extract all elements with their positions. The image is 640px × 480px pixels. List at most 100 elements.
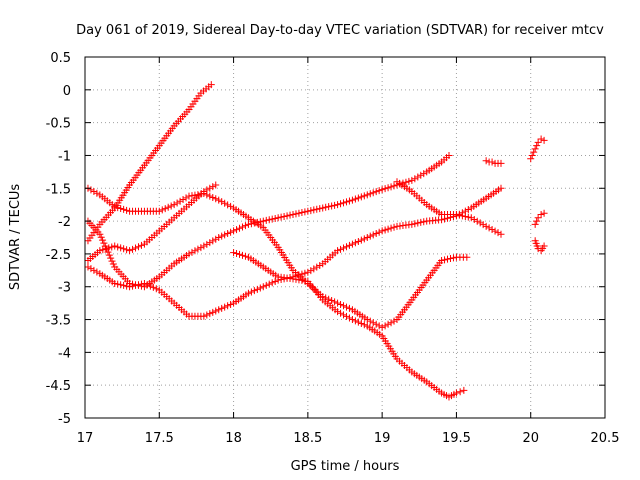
data-point xyxy=(271,214,279,222)
data-point xyxy=(369,231,377,239)
data-point xyxy=(244,289,252,297)
data-point xyxy=(387,224,395,232)
data-point xyxy=(491,227,499,235)
data-point xyxy=(331,201,339,209)
data-point xyxy=(325,203,333,211)
data-point xyxy=(340,199,348,207)
y-tick-label: -3.5 xyxy=(46,314,71,329)
data-point xyxy=(337,200,345,208)
data-point xyxy=(114,204,122,212)
series-arc-a xyxy=(84,81,215,245)
data-point xyxy=(345,314,353,322)
y-tick-label: -3 xyxy=(58,281,71,296)
data-point xyxy=(140,279,148,287)
data-point xyxy=(537,135,545,143)
x-tick-label: 19 xyxy=(374,431,391,446)
data-point xyxy=(360,192,368,200)
data-point xyxy=(209,237,217,245)
data-point xyxy=(482,157,490,165)
data-point xyxy=(295,209,303,217)
series-arc-j xyxy=(531,209,548,228)
x-tick-label: 20 xyxy=(522,431,539,446)
data-point xyxy=(445,151,453,159)
data-point xyxy=(120,205,128,213)
data-point xyxy=(203,311,211,319)
data-point xyxy=(322,203,330,211)
series-arc-g xyxy=(393,178,505,238)
data-point xyxy=(104,248,112,256)
data-point xyxy=(108,243,116,251)
data-point xyxy=(215,196,223,204)
data-point xyxy=(369,319,377,327)
data-point xyxy=(241,222,249,230)
data-point xyxy=(134,243,142,251)
data-point xyxy=(200,190,208,198)
data-point xyxy=(185,192,193,200)
data-point xyxy=(206,192,214,200)
data-point xyxy=(372,320,380,328)
data-point xyxy=(265,280,273,288)
data-point xyxy=(534,214,542,222)
data-point xyxy=(304,207,312,215)
data-point xyxy=(467,214,475,222)
data-point xyxy=(155,207,163,215)
x-tick-label: 17 xyxy=(77,431,94,446)
data-point xyxy=(194,245,202,253)
data-point xyxy=(411,220,419,228)
data-point xyxy=(366,317,374,325)
data-point xyxy=(345,197,353,205)
data-point xyxy=(96,247,104,255)
data-point xyxy=(194,191,202,199)
data-point xyxy=(354,194,362,202)
data-point xyxy=(274,214,282,222)
data-point xyxy=(351,239,359,247)
data-point xyxy=(236,250,244,258)
data-point xyxy=(230,227,238,235)
series-arc-f xyxy=(230,249,468,401)
data-point xyxy=(497,230,505,238)
y-tick-label: -4 xyxy=(58,346,71,361)
x-tick-label: 20.5 xyxy=(591,431,620,446)
data-point xyxy=(298,209,306,217)
data-point xyxy=(537,211,545,219)
data-point xyxy=(334,247,342,255)
data-point xyxy=(363,234,371,241)
data-point xyxy=(262,281,270,289)
data-point xyxy=(482,222,490,230)
series-arc-h xyxy=(482,157,505,167)
data-point xyxy=(218,232,226,240)
data-point xyxy=(381,226,389,234)
data-point xyxy=(179,196,187,204)
data-point xyxy=(414,219,422,227)
data-point xyxy=(301,269,309,277)
data-point xyxy=(292,210,300,218)
data-point xyxy=(449,254,457,262)
data-point xyxy=(256,218,264,226)
data-point xyxy=(446,255,454,263)
data-point xyxy=(408,176,416,184)
data-point xyxy=(109,260,117,268)
data-point xyxy=(111,242,119,250)
data-point xyxy=(354,237,362,245)
data-point xyxy=(313,263,321,271)
data-point xyxy=(262,216,270,224)
data-point xyxy=(345,241,353,249)
data-point xyxy=(375,228,383,236)
data-point xyxy=(298,276,306,284)
data-point xyxy=(452,389,460,397)
data-point xyxy=(334,201,342,209)
y-tick-label: 0.5 xyxy=(50,51,71,66)
data-point xyxy=(354,318,362,326)
data-point xyxy=(120,281,128,289)
data-point xyxy=(540,136,548,144)
data-point xyxy=(244,220,252,228)
data-point xyxy=(182,194,190,202)
data-point xyxy=(84,263,92,271)
data-point xyxy=(387,319,395,327)
y-tick-label: -5 xyxy=(58,412,71,427)
data-point xyxy=(414,173,422,181)
data-point xyxy=(224,201,232,209)
data-point xyxy=(534,138,542,146)
data-point xyxy=(107,254,115,262)
